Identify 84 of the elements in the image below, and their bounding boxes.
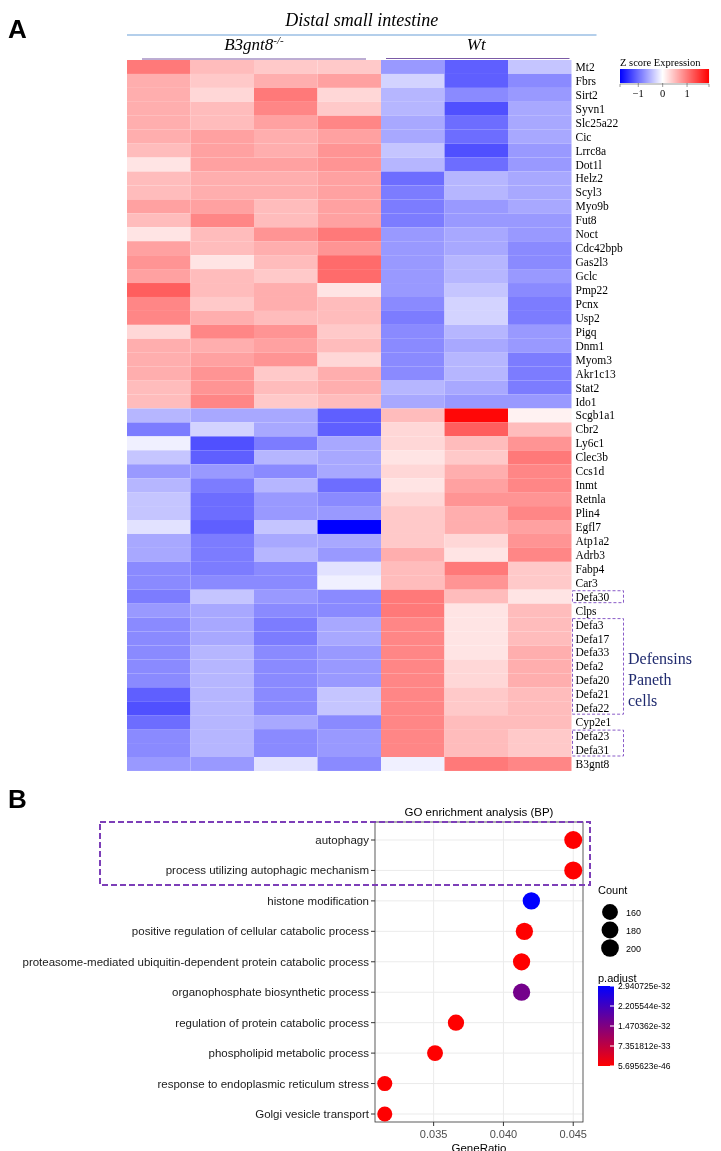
text: A [8, 14, 27, 44]
legend-label: 160 [626, 908, 642, 918]
x-tick-label: 0.040 [489, 1128, 518, 1140]
color-bar-label: 5.695623e-46 [618, 1061, 671, 1071]
y-tick-label: Mt2 [575, 60, 595, 73]
y-tick-label: Clps [575, 604, 598, 618]
y-tick-label: Cyp2e1 [575, 716, 612, 730]
y-tick-label: Cdc42bpb [575, 242, 624, 256]
chart-title: GO enrichment analysis (BP) [404, 806, 554, 818]
y-tick-label: Myom3 [575, 353, 613, 367]
y-tick-label: Adrb3 [575, 548, 606, 561]
y-tick-label: Golgi vesicle transport [255, 1108, 370, 1120]
chart-title: Distal small intestine [284, 10, 439, 30]
text: B [8, 784, 27, 814]
y-tick-label: Sirt2 [575, 88, 599, 101]
y-tick-label: Defa3 [575, 618, 604, 631]
y-tick-label: Car3 [575, 576, 599, 589]
y-tick-label: Pcnx [575, 297, 599, 310]
y-tick-label: Scyl3 [575, 186, 602, 200]
y-tick-label: regulation of protein catabolic process [175, 1016, 370, 1029]
color-bar-title: Z score Expression [620, 57, 702, 68]
y-tick-label: Defa20 [575, 674, 610, 687]
legend-label: 200 [626, 944, 642, 954]
color-bar-label: 1 [684, 88, 690, 99]
y-tick-label: Cbr2 [575, 423, 599, 436]
x-tick-label: 0.045 [559, 1128, 587, 1140]
color-bar-label: 0 [660, 88, 666, 99]
y-tick-label: Ccs1d [575, 465, 605, 478]
y-tick-label: Clec3b [575, 451, 609, 464]
y-tick-label: Retnla [575, 493, 606, 506]
y-tick-label: organophosphate biosynthetic process [172, 986, 370, 999]
color-bar-label: 2.205544e-32 [618, 1001, 671, 1011]
y-tick-label: Akr1c13 [575, 367, 616, 380]
y-tick-label: Atp1a2 [575, 534, 610, 548]
y-tick-label: Dot1l [575, 158, 602, 171]
y-tick-label: Plin4 [575, 507, 601, 520]
y-tick-label: Pmp22 [575, 284, 609, 298]
legend-title: Count [598, 884, 628, 896]
y-tick-label: Syvn1 [575, 102, 606, 116]
y-tick-label: Egfl7 [575, 520, 602, 534]
text: Wt [466, 35, 487, 54]
y-tick-label: Defa33 [575, 646, 610, 659]
x-tick-label: 0.035 [419, 1128, 448, 1140]
y-tick-label: Stat2 [575, 381, 600, 394]
y-tick-label: Myo9b [575, 200, 609, 214]
y-tick-label: Fbrs [575, 74, 597, 87]
y-tick-label: process utilizing autophagic mechanism [165, 864, 369, 877]
y-tick-label: Fut8 [575, 214, 597, 227]
color-bar-title: p.adjust [598, 972, 637, 984]
y-tick-label: response to endoplasmic reticulum stress [157, 1077, 370, 1090]
y-tick-label: Defa22 [575, 702, 610, 715]
y-tick-label: Defa2 [575, 660, 604, 673]
y-tick-label: proteasome-mediated ubiquitin-dependent protein catabolic process [22, 955, 370, 968]
y-tick-label: Slc25a22 [575, 116, 619, 129]
color-bar-label: 7.351812e-33 [618, 1041, 671, 1051]
y-tick-label: Pigq [575, 325, 597, 339]
y-tick-label: Noct [575, 228, 599, 241]
y-tick-label: Defa30 [575, 590, 610, 603]
y-tick-label: Scgb1a1 [575, 409, 616, 423]
y-tick-label: Lrrc8a [575, 144, 607, 157]
text: B3gnt8$^{-/-}$ [224, 34, 285, 54]
color-bar-label: −1 [632, 88, 644, 99]
y-tick-label: Defa31 [575, 744, 610, 757]
y-tick-label: Defa21 [575, 688, 610, 701]
y-tick-label: Cic [575, 130, 592, 143]
y-tick-label: Inmt [575, 479, 599, 492]
y-tick-label: Defa23 [575, 730, 610, 743]
text: Defensins Paneth cells [628, 650, 692, 709]
y-tick-label: Gclc [575, 270, 598, 283]
y-tick-label: Dnm1 [575, 339, 605, 352]
y-tick-label: phospholipid metabolic process [208, 1047, 370, 1060]
y-tick-label: Defa17 [575, 632, 610, 645]
y-tick-label: Ly6c1 [575, 437, 605, 451]
y-tick-label: histone modification [267, 894, 369, 907]
y-tick-label: Gas2l3 [575, 256, 609, 269]
y-tick-label: Fabp4 [575, 562, 605, 576]
y-tick-label: autophagy [315, 834, 370, 846]
y-tick-label: Ido1 [575, 395, 597, 408]
y-tick-label: B3gnt8 [575, 757, 610, 771]
legend-label: 180 [626, 926, 642, 936]
color-bar-label: 1.470362e-32 [618, 1021, 671, 1031]
y-tick-label: positive regulation of cellular catabolic process [131, 925, 370, 938]
y-tick-label: Usp2 [575, 311, 601, 325]
y-tick-label: Helz2 [575, 172, 604, 185]
